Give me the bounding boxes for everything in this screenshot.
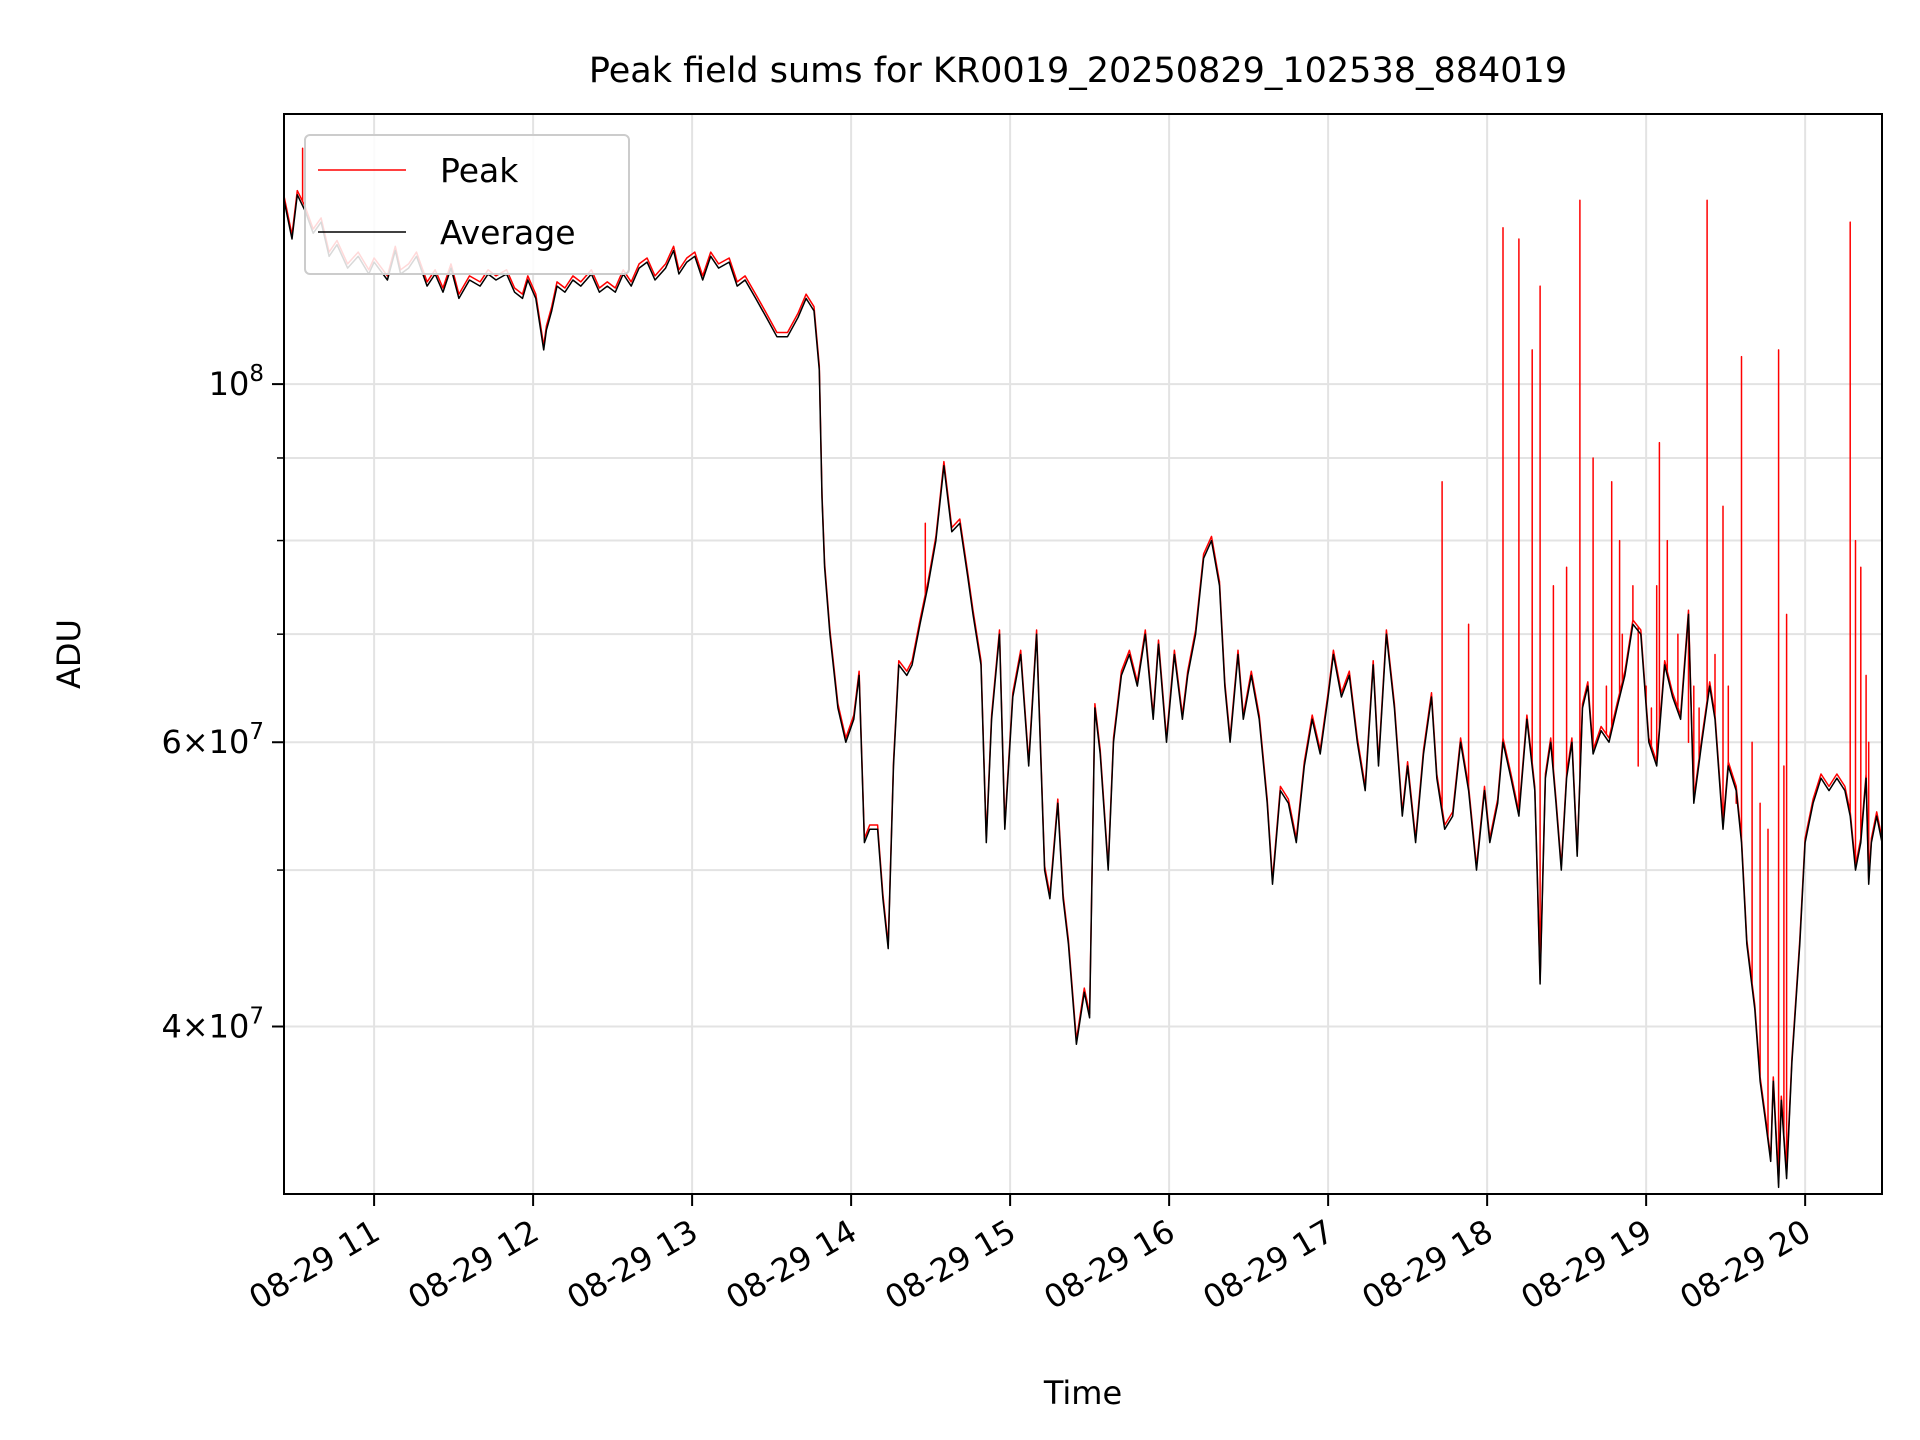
chart-title: Peak field sums for KR0019_20250829_1025…: [589, 51, 1567, 91]
x-axis-label: Time: [1043, 1374, 1122, 1412]
gridlines: [284, 114, 1882, 1194]
y-axis-ticks: 108 6×107 4×107: [161, 361, 284, 1046]
plot-series: [284, 147, 1882, 1189]
legend: Peak Average: [304, 134, 630, 275]
y-tick-label: 108: [209, 361, 264, 403]
legend-label-peak: Peak: [440, 151, 519, 190]
y-tick-label: 6×107: [161, 719, 264, 761]
legend-label-average: Average: [440, 213, 576, 252]
y-tick-label: 4×107: [161, 1004, 264, 1046]
plot-frame: [283, 113, 1883, 1195]
y-axis-label: ADU: [50, 619, 88, 689]
series-line-average: [284, 194, 1882, 1189]
